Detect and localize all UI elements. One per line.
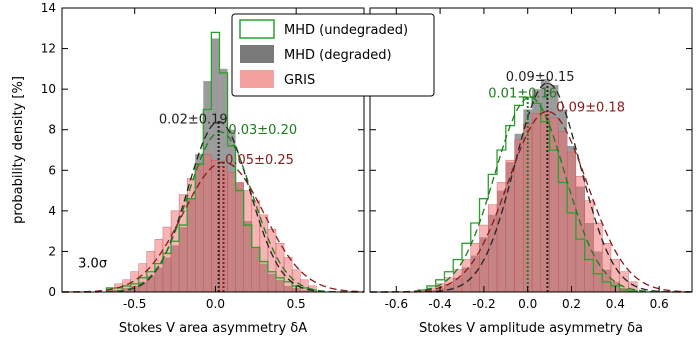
x-axis-label: Stokes V amplitude asymmetry δa bbox=[419, 321, 643, 336]
bar-gris bbox=[549, 117, 559, 293]
x-tick-label: -0.2 bbox=[472, 297, 495, 311]
legend-label-degraded: MHD (degraded) bbox=[284, 48, 392, 63]
y-tick-label: 0 bbox=[48, 285, 56, 299]
annotation: 3.0σ bbox=[78, 257, 107, 272]
bar-gris bbox=[162, 226, 172, 293]
y-axis-label: probability density [%] bbox=[11, 76, 26, 224]
bar-gris bbox=[575, 176, 585, 293]
x-tick-label: -0.6 bbox=[385, 297, 408, 311]
x-tick-label: 0.5 bbox=[287, 297, 306, 311]
bar-gris bbox=[283, 257, 293, 293]
bar-gris bbox=[243, 190, 252, 293]
bar-gris bbox=[251, 200, 261, 293]
annotation: 0.05±0.25 bbox=[225, 153, 294, 168]
step-undegraded bbox=[105, 31, 318, 292]
y-tick-label: 2 bbox=[48, 244, 56, 258]
x-tick-label: 0.4 bbox=[606, 297, 625, 311]
bar-gris bbox=[300, 279, 309, 293]
annotation: 0.09±0.15 bbox=[506, 70, 575, 85]
annotation: 0.03±0.20 bbox=[228, 123, 297, 138]
bar-gris bbox=[488, 204, 498, 293]
bar-gris bbox=[470, 243, 480, 293]
gauss-fit bbox=[62, 131, 364, 293]
legend-frame bbox=[231, 13, 435, 97]
bar-gris bbox=[267, 228, 277, 293]
axes-frame bbox=[61, 7, 365, 293]
legend-label-undegraded: MHD (undegraded) bbox=[284, 23, 408, 38]
legend-label-gris: GRIS bbox=[284, 73, 315, 88]
bar-gris bbox=[566, 151, 577, 293]
y-tick-label: 12 bbox=[41, 42, 56, 56]
y-tick-label: 8 bbox=[48, 123, 56, 137]
gauss-fit bbox=[370, 82, 693, 293]
annotation: 0.09±0.18 bbox=[556, 100, 625, 115]
x-axis-label: Stokes V area asymmetry δA bbox=[119, 321, 307, 336]
x-tick-label: 0.6 bbox=[650, 297, 669, 311]
bar-gris bbox=[558, 131, 568, 293]
annotation: 0.01±0.16 bbox=[488, 86, 557, 101]
panel-left: -0.5 0.0 0.5 0 2 4 6 8 10 12 14 Stokes V area asymm… bbox=[41, 1, 365, 336]
legend-swatch-degraded bbox=[240, 45, 274, 63]
bar-gris bbox=[619, 271, 629, 293]
x-tick-label: 0.0 bbox=[518, 297, 537, 311]
axes-frame bbox=[369, 7, 693, 293]
x-tick-label: -0.5 bbox=[123, 297, 146, 311]
panel-right: -0.6 -0.4 -0.2 0.0 0.2 0.4 0.6 Stokes V amplitu… bbox=[369, 7, 693, 336]
bar-gris bbox=[154, 239, 164, 293]
annotation: 0.02±0.19 bbox=[159, 113, 228, 128]
legend-swatch-undegraded bbox=[239, 19, 275, 39]
x-tick-label: 0.2 bbox=[562, 297, 581, 311]
x-tick-label: -0.4 bbox=[428, 297, 451, 311]
bar-gris bbox=[593, 222, 603, 293]
legend-swatch-gris bbox=[240, 70, 274, 88]
gauss-fit bbox=[370, 110, 693, 293]
y-tick-label: 10 bbox=[41, 82, 56, 96]
y-tick-label: 14 bbox=[41, 1, 56, 15]
legend: MHD (undegraded) MHD (degraded) GRIS bbox=[231, 13, 435, 97]
bar-gris bbox=[219, 166, 228, 293]
bar-gris bbox=[461, 259, 471, 293]
y-tick-label: 6 bbox=[48, 163, 56, 177]
gauss-fit bbox=[61, 161, 365, 293]
bar-gris bbox=[531, 113, 542, 293]
bar-gris bbox=[227, 172, 236, 293]
bar-gris bbox=[235, 182, 244, 293]
x-tick-label: 0.0 bbox=[206, 297, 225, 311]
y-tick-label: 4 bbox=[48, 204, 56, 218]
